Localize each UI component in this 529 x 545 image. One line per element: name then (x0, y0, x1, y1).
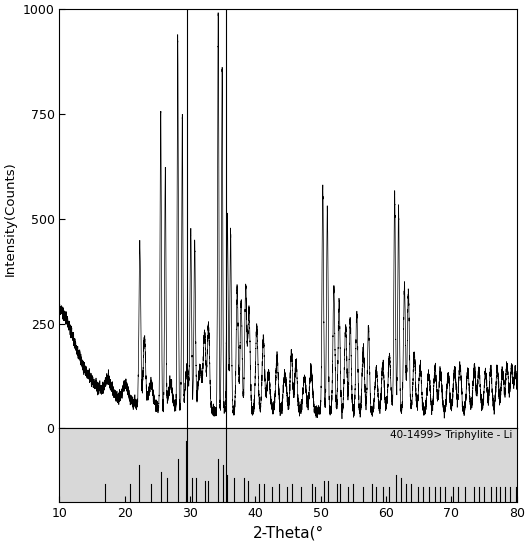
Y-axis label: Intensity(Counts): Intensity(Counts) (4, 161, 17, 276)
Text: 40-1499> Triphylite - Li: 40-1499> Triphylite - Li (390, 430, 512, 440)
X-axis label: 2-Theta(°: 2-Theta(° (252, 526, 324, 541)
